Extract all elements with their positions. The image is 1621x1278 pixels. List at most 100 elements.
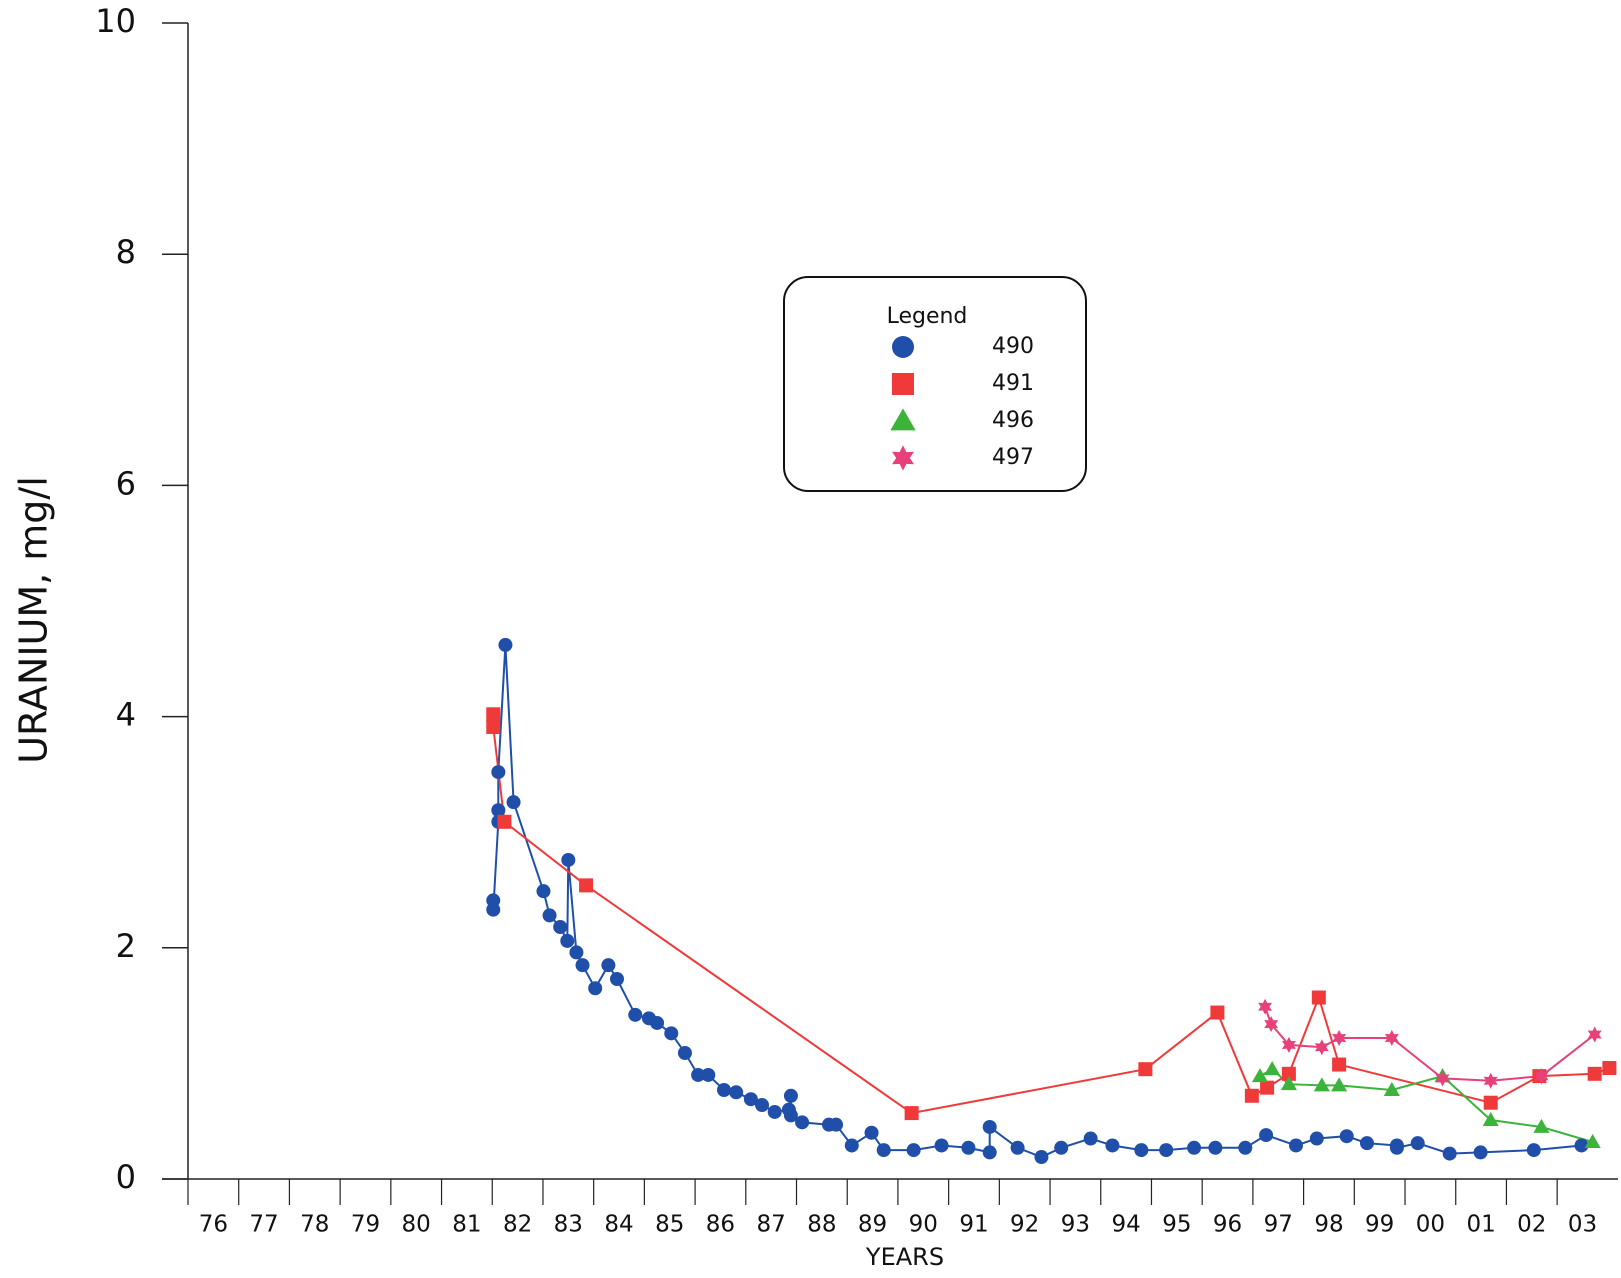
data-point [560,933,575,948]
data-point [486,902,501,917]
data-point [982,1119,997,1134]
x-axis-title: YEARS [865,1243,944,1271]
data-point [561,852,576,867]
y-tick-label: 4 [116,696,136,734]
data-point [1281,1066,1296,1081]
data-point [1309,1131,1324,1146]
data-point [1260,1080,1275,1095]
data-point [729,1085,744,1100]
data-point [864,1125,879,1140]
data-point [1054,1140,1069,1155]
x-tick-label: 83 [554,1212,583,1238]
x-tick-label: 94 [1111,1212,1140,1238]
data-point [610,972,624,987]
data-point [1208,1140,1223,1155]
data-point [650,1015,665,1030]
data-point [1410,1136,1425,1151]
data-point [783,1108,798,1123]
data-point [1587,1026,1602,1043]
data-point [1083,1131,1098,1146]
data-point [569,945,584,960]
data-point [553,919,568,934]
legend-marker [892,336,914,358]
data-point [497,814,512,829]
data-point [1311,990,1326,1005]
y-tick-label: 8 [116,233,136,271]
data-point [1187,1140,1202,1155]
data-point [588,981,603,996]
data-point [1331,1077,1348,1092]
data-point [1138,1062,1153,1077]
data-point [829,1117,844,1132]
legend-label: 490 [992,334,1034,359]
data-point [1258,998,1272,1015]
data-point [664,1026,679,1041]
data-point [1483,1095,1498,1110]
series-line [1264,1006,1596,1082]
x-tick-label: 81 [452,1212,481,1238]
data-point [1313,1077,1330,1092]
x-tick-label: 97 [1264,1212,1293,1238]
series-line [1259,1067,1593,1143]
x-tick-label: 00 [1416,1212,1445,1238]
data-point [1332,1029,1347,1046]
data-point [1259,1128,1274,1143]
x-tick-label: 90 [909,1212,938,1238]
data-point [1280,1076,1297,1091]
data-point [1314,1039,1329,1056]
data-point [844,1138,859,1153]
legend-label: 491 [992,371,1034,396]
data-point [1339,1129,1354,1144]
data-point [743,1092,758,1107]
x-tick-label: 03 [1568,1212,1597,1238]
data-point [1533,1118,1550,1133]
legend-marker [890,408,916,431]
data-point [486,720,501,735]
y-tick-label: 0 [116,1158,136,1196]
x-tick-label: 95 [1162,1212,1191,1238]
x-tick-label: 96 [1213,1212,1242,1238]
data-point [677,1045,692,1060]
data-point [491,765,506,780]
data-point [1359,1136,1374,1151]
data-point [579,878,594,893]
data-point [1264,1061,1281,1076]
data-point [1034,1150,1049,1165]
data-point [1574,1138,1589,1153]
x-tick-label: 01 [1466,1212,1495,1238]
data-point [506,795,521,810]
data-point [486,707,501,722]
data-point [536,884,551,899]
data-point [1288,1138,1303,1153]
x-tick-label: 99 [1365,1212,1394,1238]
x-tick-label: 89 [858,1212,887,1238]
data-point [1389,1140,1404,1155]
data-point [961,1140,976,1155]
data-point [1384,1029,1399,1046]
legend-label: 497 [992,445,1034,470]
legend-marker [892,445,914,471]
data-point [691,1067,706,1082]
x-tick-label: 98 [1314,1212,1343,1238]
data-point [1482,1111,1499,1126]
data-point [795,1115,810,1130]
data-point [491,803,506,818]
x-tick-label: 91 [959,1212,988,1238]
x-tick-label: 82 [503,1212,532,1238]
data-point [1332,1057,1347,1072]
data-point [1134,1143,1149,1158]
data-point [716,1082,731,1097]
x-tick-label: 88 [807,1212,836,1238]
data-point [1010,1140,1025,1155]
x-tick-label: 87 [757,1212,786,1238]
legend-box [783,276,1087,492]
x-tick-label: 92 [1010,1212,1039,1238]
data-point [1159,1143,1174,1158]
legend-marker [892,373,914,395]
data-point [1584,1133,1601,1148]
series-line [492,714,1610,1115]
y-tick-label: 2 [116,927,136,965]
data-point [1526,1143,1541,1158]
data-point [701,1067,716,1082]
